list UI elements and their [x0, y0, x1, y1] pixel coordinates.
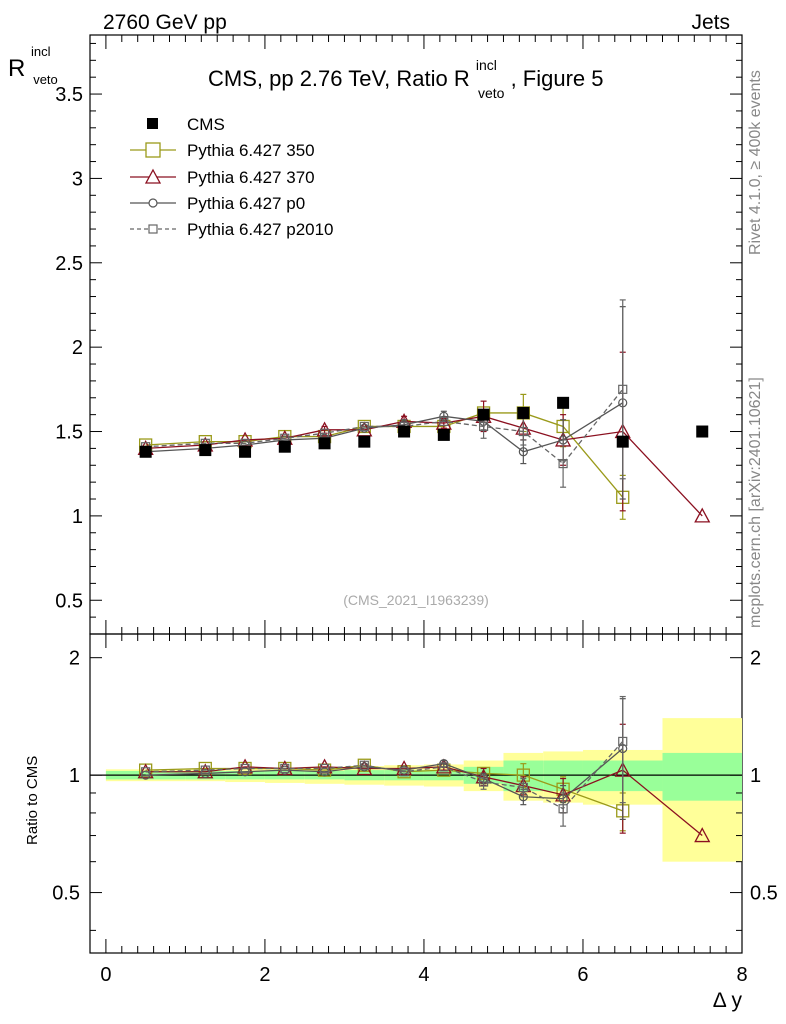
axes: 0.5 1 1.5 2 2.5 3 3.5 0 2 4 6 8 0.5 0.5 1 1 2 2	[52, 35, 778, 986]
point-series-r3	[618, 736, 628, 747]
ratio-y-tick-label-right: 0.5	[750, 883, 778, 905]
x-tick-label: 6	[577, 964, 588, 986]
main-panel-marks	[137, 299, 711, 523]
main-y-tick-label: 0.5	[55, 590, 83, 612]
legend-marker-p0	[148, 198, 158, 208]
chart-title-main: CMS, pp 2.76 TeV, Ratio R	[208, 66, 470, 91]
chart-title-end: , Figure 5	[511, 66, 604, 91]
point-series-r3	[240, 763, 250, 774]
legend-label-cms: CMS	[187, 115, 225, 134]
main-y-tick-label: 2.5	[55, 253, 83, 275]
ratio-y-tick-label-left: 1	[69, 765, 80, 787]
point-series-r3	[558, 804, 568, 814]
point-series-r3	[200, 765, 210, 775]
legend-label-370: Pythia 6.427 370	[187, 168, 315, 187]
ratio-uncertainty-bands	[90, 718, 742, 862]
legend-entry-p2010: Pythia 6.427 p2010	[130, 220, 334, 239]
point-series-r3	[280, 763, 290, 774]
legend-entry-370: Pythia 6.427 370	[130, 168, 315, 187]
chart-title: CMS, pp 2.76 TeV, Ratio R incl veto , Fi…	[208, 50, 604, 103]
legend-label-p0: Pythia 6.427 p0	[187, 194, 305, 213]
ratio-panel-marks	[137, 695, 711, 843]
main-ylabel-sub: veto	[33, 72, 58, 87]
series-line-4	[145, 388, 624, 465]
point-series-4	[618, 384, 628, 394]
rivet-version-label: Rivet 4.1.0, ≥ 400k events	[747, 70, 764, 255]
point-series-r3	[141, 767, 151, 777]
legend-label-p2010: Pythia 6.427 p2010	[187, 220, 334, 239]
point-series-4	[439, 416, 449, 426]
ratio-y-tick-label-left: 2	[69, 648, 80, 670]
legend-entry-350: Pythia 6.427 350	[130, 141, 315, 160]
point-series-3	[439, 411, 449, 421]
band-inner	[662, 752, 742, 801]
legend-entry-p0: Pythia 6.427 p0	[130, 194, 305, 213]
point-series-0	[437, 428, 450, 441]
legend-marker-cms	[147, 118, 158, 129]
point-series-4	[478, 421, 489, 432]
point-series-r3	[399, 767, 409, 777]
legend-entry-cms: CMS	[147, 115, 225, 134]
point-series-2	[694, 507, 711, 523]
ratio-y-tick-label-right: 2	[750, 648, 761, 670]
point-series-r3	[518, 782, 528, 793]
header-right-label: Jets	[691, 11, 730, 34]
point-series-0	[199, 444, 212, 457]
x-tick-label: 2	[259, 964, 270, 986]
point-series-0	[358, 435, 371, 448]
analysis-tag: (CMS_2021_I1963239)	[343, 592, 489, 608]
point-series-3	[518, 447, 528, 457]
chart-title-sub: veto	[478, 85, 505, 101]
series-line-r2	[145, 748, 624, 800]
point-series-0	[398, 425, 411, 438]
point-series-4	[558, 458, 568, 469]
point-series-4	[359, 421, 369, 432]
series-line-r3	[145, 741, 624, 810]
point-series-0	[557, 396, 570, 409]
ratio-ylabel: Ratio to CMS	[24, 756, 41, 845]
main-y-tick-label: 1	[72, 506, 83, 528]
main-y-tick-label: 3.5	[55, 84, 83, 106]
legend-label-350: Pythia 6.427 350	[187, 141, 315, 160]
point-series-0	[278, 440, 291, 453]
main-y-tick-label: 1.5	[55, 422, 83, 444]
point-series-r3	[319, 763, 330, 774]
x-tick-label: 4	[418, 964, 429, 986]
point-series-4	[319, 428, 330, 438]
legend-marker-350	[145, 142, 161, 158]
point-series-0	[239, 445, 252, 458]
x-axis-label: Δ y	[713, 989, 743, 1012]
point-series-0	[517, 406, 530, 419]
point-series-r3	[439, 762, 449, 772]
point-series-r3	[478, 777, 489, 787]
header-left-label: 2760 GeV pp	[103, 11, 227, 34]
point-series-0	[139, 445, 152, 458]
point-series-4	[518, 426, 528, 437]
point-series-r1	[694, 827, 711, 843]
main-y-tick-label: 2	[72, 337, 83, 359]
x-tick-label: 8	[736, 964, 747, 986]
ratio-y-tick-label-right: 1	[750, 765, 761, 787]
point-series-r3	[359, 760, 369, 770]
main-y-tick-label: 3	[72, 168, 83, 190]
mcplots-label: mcplots.cern.ch [arXiv:2401.10621]	[747, 377, 764, 628]
main-ylabel: R incl veto	[8, 35, 58, 87]
x-tick-label: 0	[100, 964, 111, 986]
point-series-0	[696, 425, 709, 438]
main-ylabel-sup: incl	[31, 44, 51, 59]
legend-marker-p2010	[148, 224, 158, 234]
legend: CMS Pythia 6.427 350 Pythia 6.427 370 Py…	[130, 115, 334, 239]
point-series-0	[318, 437, 331, 450]
ratio-y-tick-label-left: 0.5	[52, 883, 80, 905]
point-series-0	[477, 408, 490, 421]
main-ylabel-base: R	[8, 55, 25, 82]
chart-title-sup: incl	[476, 57, 497, 73]
legend-marker-370	[144, 168, 162, 184]
series-line-3	[145, 402, 624, 453]
point-series-0	[616, 435, 629, 448]
